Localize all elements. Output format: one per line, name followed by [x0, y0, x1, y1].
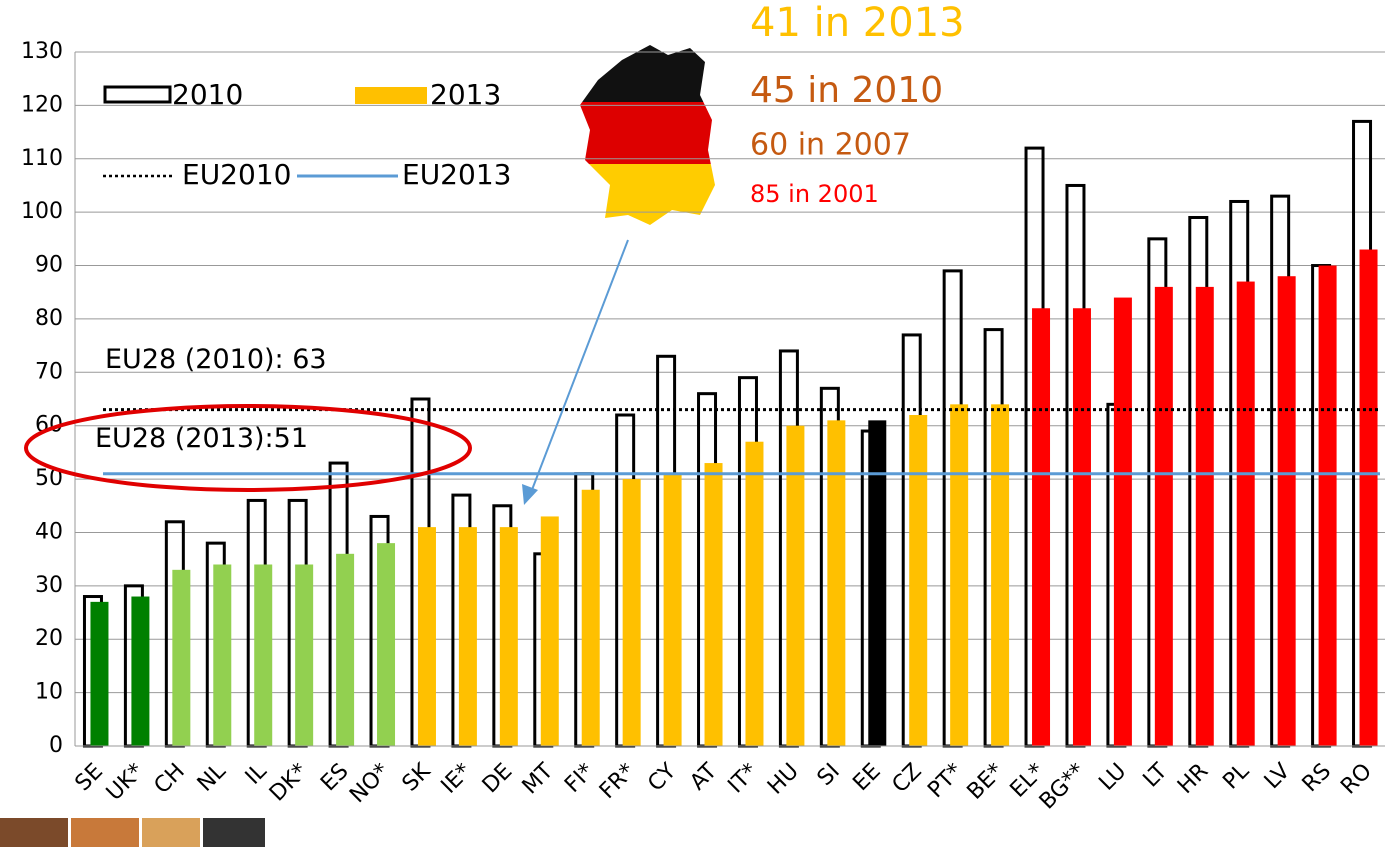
- bar-2013: [540, 516, 559, 746]
- x-tick-label: FR*: [595, 759, 640, 804]
- bar-2013: [1072, 308, 1091, 746]
- x-tick-label: SI: [813, 759, 845, 791]
- reference-label: EU28 (2013):51: [95, 423, 308, 454]
- bar-2013: [1113, 297, 1132, 746]
- x-tick-label: MT: [518, 758, 559, 799]
- bar-2013: [172, 569, 191, 746]
- y-tick-label: 20: [35, 626, 63, 651]
- reference-label: EU28 (2010): 63: [105, 344, 327, 375]
- x-tick-label: BE*: [963, 759, 1009, 805]
- bar-2013: [1195, 286, 1214, 746]
- bar-2013: [745, 441, 764, 746]
- x-tick-label: LT: [1139, 758, 1173, 792]
- x-tick-label: CH: [150, 759, 190, 799]
- legend-swatch: [355, 87, 427, 104]
- bar-2013: [458, 527, 477, 746]
- y-tick-label: 0: [49, 733, 63, 758]
- y-tick-label: 10: [35, 680, 63, 705]
- legend-label: 2013: [430, 78, 501, 111]
- y-tick-label: 130: [21, 39, 63, 64]
- bar-2013: [336, 553, 355, 746]
- bottom-swatches: [0, 818, 265, 847]
- x-tick-label: EE: [848, 759, 885, 796]
- x-tick-label: HU: [763, 759, 804, 800]
- y-tick-label: 70: [35, 359, 63, 384]
- x-tick-label: NL: [193, 758, 232, 797]
- x-tick-label: HR: [1173, 759, 1213, 799]
- x-tick-label: CZ: [888, 759, 927, 798]
- x-tick-label: AT: [685, 758, 722, 795]
- bar-2013: [90, 601, 109, 746]
- y-tick-label: 120: [21, 92, 63, 117]
- annotation: 41 in 2013: [750, 0, 965, 46]
- x-tick-label: DK*: [265, 759, 313, 807]
- bar-2013: [254, 564, 273, 746]
- annotation: 85 in 2001: [750, 180, 879, 208]
- bar-2013: [499, 527, 518, 746]
- x-tick-label: PT*: [923, 759, 967, 803]
- bar-2013: [622, 479, 641, 746]
- bar-2013: [786, 425, 805, 746]
- x-tick-label: LV: [1260, 759, 1295, 794]
- x-tick-label: NO*: [345, 759, 394, 808]
- legend-label: EU2013: [402, 158, 511, 191]
- legend-swatch: [103, 85, 172, 104]
- bar-2013: [1318, 265, 1337, 746]
- y-tick-label: 30: [35, 573, 63, 598]
- x-tick-label: IT*: [723, 759, 763, 799]
- x-tick-label: DE: [478, 759, 517, 798]
- bar-2013: [991, 404, 1010, 746]
- bar-2013: [663, 473, 682, 746]
- bar-2013: [1236, 281, 1255, 746]
- bar-2013: [950, 404, 969, 746]
- y-tick-label: 90: [35, 253, 63, 278]
- y-tick-label: 100: [21, 199, 63, 224]
- x-tick-label: LU: [1094, 759, 1131, 796]
- bar-2013: [909, 415, 928, 746]
- bar-2013: [1277, 276, 1296, 746]
- x-tick-label: IE*: [437, 759, 477, 799]
- bar-2013: [581, 489, 600, 746]
- x-tick-label: FI*: [560, 759, 599, 798]
- bar-2013: [1154, 286, 1173, 746]
- x-tick-label: SK: [398, 758, 436, 796]
- bar-2013: [377, 543, 396, 746]
- x-tick-label: BG**: [1035, 759, 1091, 815]
- bar-2013: [1032, 308, 1051, 746]
- bar-2013: [827, 420, 846, 746]
- germany-map: [580, 45, 715, 225]
- bar-2013: [213, 564, 232, 746]
- bar-2013: [131, 596, 150, 746]
- x-tick-label: CY: [643, 758, 681, 796]
- x-tick-label: SE: [71, 759, 108, 796]
- arrow-head: [522, 484, 538, 505]
- x-tick-label: RO: [1336, 759, 1377, 800]
- y-tick-label: 80: [35, 306, 63, 331]
- bar-2013: [704, 463, 723, 746]
- x-tick-label: UK*: [102, 759, 149, 806]
- legend-label: EU2010: [182, 158, 291, 191]
- bar-2013: [417, 527, 436, 746]
- annotation: 45 in 2010: [750, 70, 943, 111]
- bar-2013: [1359, 249, 1378, 746]
- x-tick-label: PL: [1218, 758, 1254, 794]
- x-tick-label: RS: [1298, 759, 1336, 797]
- y-tick-label: 40: [35, 519, 63, 544]
- arrow: [529, 239, 629, 496]
- legend-label: 2010: [172, 78, 243, 111]
- highlight-ellipse: [24, 404, 472, 492]
- bar-2013: [295, 564, 314, 746]
- annotation: 60 in 2007: [750, 128, 911, 163]
- bar-2013: [868, 420, 887, 746]
- y-tick-label: 110: [21, 146, 63, 171]
